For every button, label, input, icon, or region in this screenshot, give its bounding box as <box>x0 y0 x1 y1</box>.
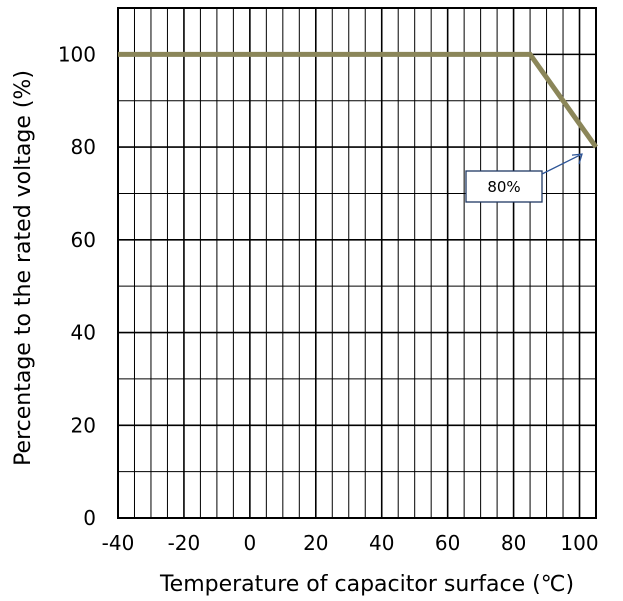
series-line-0 <box>118 51 599 149</box>
x-tick-label: 0 <box>243 531 256 555</box>
annotation-arrowhead <box>571 153 583 165</box>
x-tick-label: -40 <box>102 531 135 555</box>
y-tick-label: 80 <box>71 135 96 159</box>
y-tick-label: 20 <box>71 413 96 437</box>
y-tick-label: 0 <box>83 506 96 530</box>
plot-border <box>117 7 597 519</box>
annotation-box <box>465 170 543 203</box>
x-axis-title: Temperature of capacitor surface (℃) <box>159 572 574 597</box>
plot-area <box>118 8 596 518</box>
annotation-arrow <box>541 153 583 175</box>
x-tick-label: 20 <box>303 531 328 555</box>
x-tick-label: 60 <box>435 531 460 555</box>
annotation-label: 80% <box>487 178 520 196</box>
y-tick-label: 60 <box>71 228 96 252</box>
y-tick-label: 40 <box>71 321 96 345</box>
x-tick-label: 100 <box>560 531 598 555</box>
y-tick-label: 100 <box>58 42 96 66</box>
x-tick-label: 80 <box>501 531 526 555</box>
y-axis-title: Percentage to the rated voltage (%) <box>11 70 36 466</box>
x-tick-label: -20 <box>168 531 201 555</box>
x-tick-label: 40 <box>369 531 394 555</box>
